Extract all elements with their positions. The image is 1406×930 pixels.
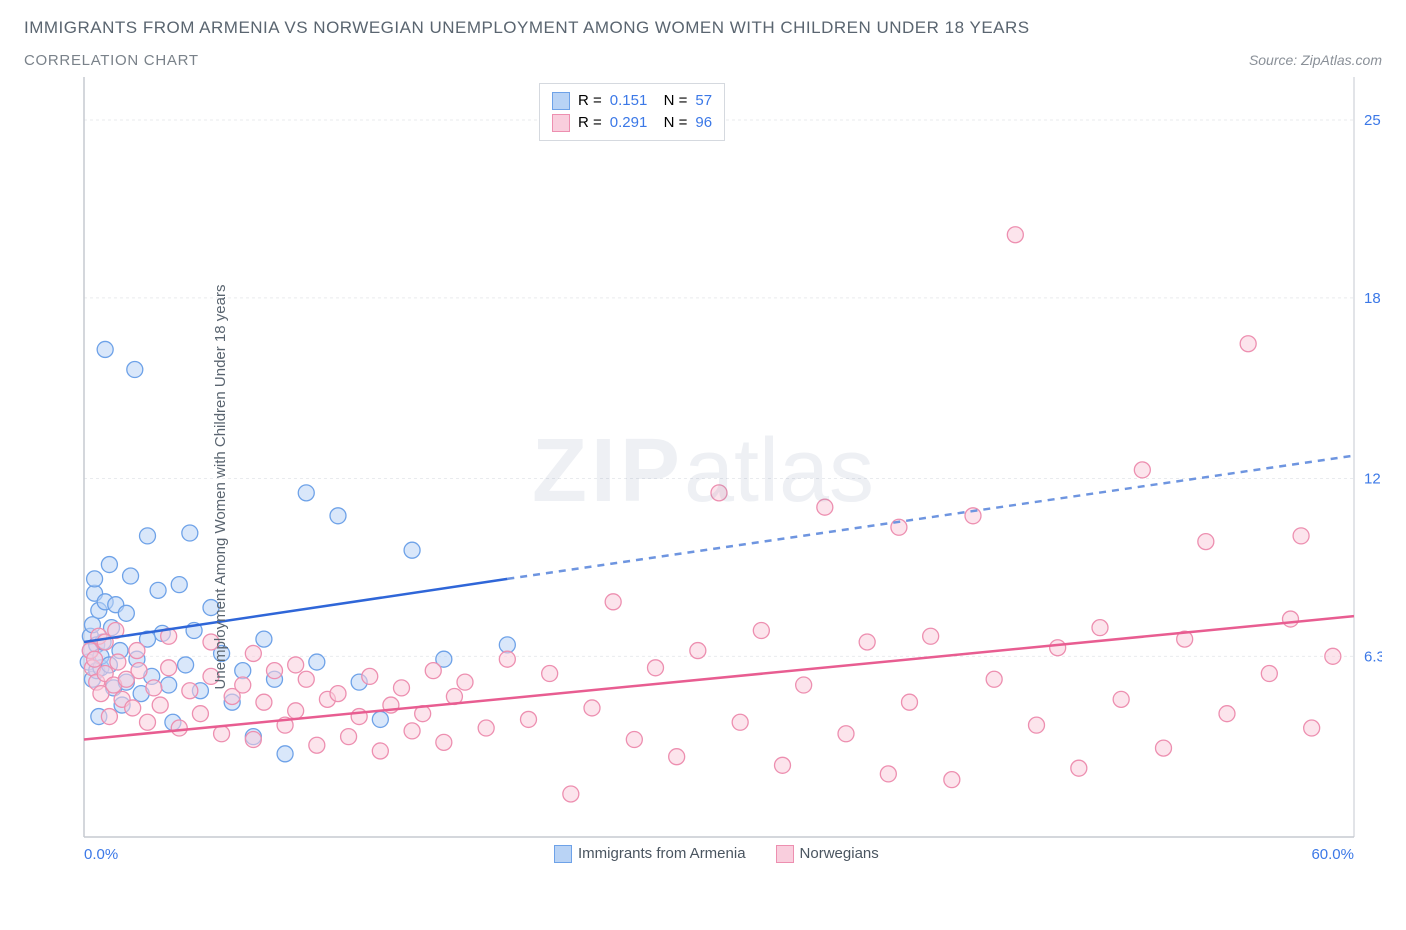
svg-text:60.0%: 60.0% — [1311, 846, 1354, 863]
bottom-legend: Immigrants from Armenia Norwegians — [554, 845, 879, 863]
chart-container: Unemployment Among Women with Children U… — [24, 77, 1382, 897]
source-label: Source: ZipAtlas.com — [1249, 52, 1382, 68]
svg-text:6.3%: 6.3% — [1364, 648, 1382, 665]
svg-text:12.5%: 12.5% — [1364, 471, 1382, 488]
legend-item: Norwegians — [776, 845, 879, 863]
y-axis-label: Unemployment Among Women with Children U… — [212, 285, 229, 690]
legend-item: Immigrants from Armenia — [554, 845, 746, 863]
svg-text:18.8%: 18.8% — [1364, 290, 1382, 307]
subtitle-row: CORRELATION CHART Source: ZipAtlas.com — [24, 52, 1382, 69]
svg-text:25.0%: 25.0% — [1364, 112, 1382, 129]
stats-legend-box: R =0.151 N =57R =0.291 N =96 — [539, 83, 725, 141]
svg-text:0.0%: 0.0% — [84, 846, 118, 863]
chart-title: IMMIGRANTS FROM ARMENIA VS NORWEGIAN UNE… — [24, 18, 1382, 38]
chart-subtitle: CORRELATION CHART — [24, 52, 199, 69]
